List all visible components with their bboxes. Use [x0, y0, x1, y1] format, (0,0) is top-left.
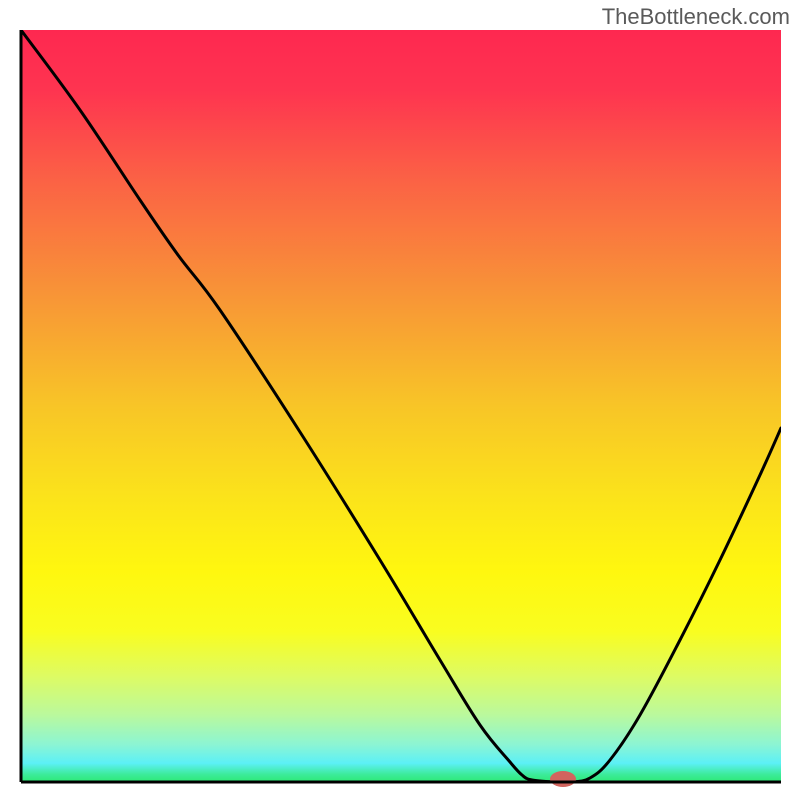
watermark-text: TheBottleneck.com — [602, 4, 790, 30]
bottleneck-chart: TheBottleneck.com — [0, 0, 800, 800]
chart-svg — [0, 0, 800, 800]
gradient-plot-background — [21, 30, 781, 782]
optimal-point-marker — [550, 771, 576, 787]
